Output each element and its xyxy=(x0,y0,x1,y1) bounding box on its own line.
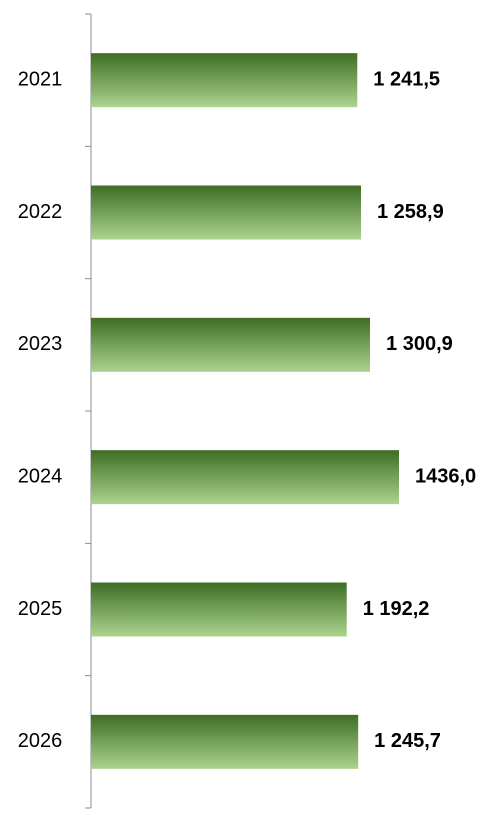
y-tick-label: 2021 xyxy=(18,68,63,90)
bar xyxy=(91,185,362,240)
bar xyxy=(91,582,347,637)
y-tick-label: 2024 xyxy=(18,465,63,487)
value-label: 1 241,5 xyxy=(373,68,440,90)
value-label: 1 192,2 xyxy=(363,598,430,620)
bar xyxy=(91,714,359,769)
value-label: 1 245,7 xyxy=(374,730,441,752)
y-tick-label: 2025 xyxy=(18,598,63,620)
y-tick-label: 2026 xyxy=(18,730,63,752)
value-label: 1 300,9 xyxy=(386,333,453,355)
bar xyxy=(91,317,371,372)
y-tick-label: 2023 xyxy=(18,333,63,355)
value-label: 1 258,9 xyxy=(377,201,444,223)
bar xyxy=(91,450,399,505)
value-label: 1436,0 xyxy=(415,465,476,487)
bar xyxy=(91,53,358,108)
y-tick-label: 2022 xyxy=(18,201,63,223)
